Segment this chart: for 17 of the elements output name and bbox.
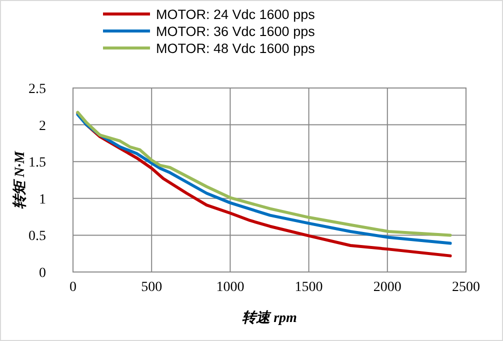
legend-label: MOTOR: 36 Vdc 1600 pps	[156, 24, 316, 39]
x-tick-label: 1000	[216, 280, 244, 295]
legend-label: MOTOR: 48 Vdc 1600 pps	[156, 41, 316, 56]
y-tick-label: 2.5	[28, 82, 46, 97]
legend-label: MOTOR: 24 Vdc 1600 pps	[156, 7, 316, 22]
x-tick-label: 2500	[452, 280, 480, 295]
x-tick-label: 500	[141, 280, 162, 295]
y-tick-label: 1.5	[28, 156, 46, 171]
y-tick-label: 2	[39, 118, 46, 134]
x-axis-title: 转速 rpm	[242, 310, 298, 326]
y-tick-label: 0	[39, 266, 46, 281]
y-axis-title: 转矩 N·M	[12, 150, 28, 209]
x-tick-label: 0	[70, 280, 76, 295]
y-tick-label: 1	[39, 192, 46, 208]
y-tick-label: 0.5	[28, 229, 46, 244]
x-tick-label: 1500	[294, 280, 323, 295]
x-tick-label: 2000	[373, 280, 402, 295]
